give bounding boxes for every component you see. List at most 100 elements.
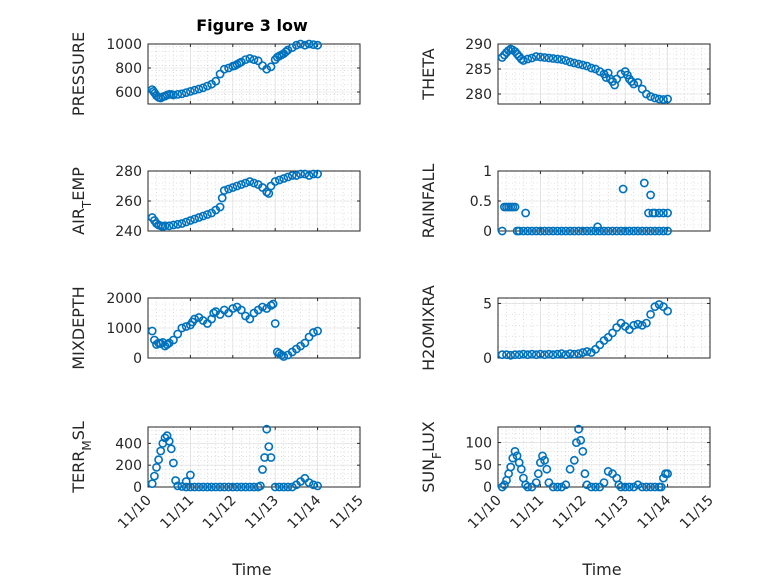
y-tick-label: 50: [474, 458, 492, 474]
data-point: [527, 53, 537, 63]
data-point: [516, 464, 526, 474]
y-axis-label: THETA: [419, 48, 438, 100]
data-point: [574, 349, 583, 358]
data-point: [663, 94, 672, 104]
data-point: [625, 226, 634, 236]
data-point: [514, 226, 524, 236]
data-point: [308, 169, 318, 179]
data-point: [249, 178, 259, 188]
data-point: [268, 299, 278, 309]
data-point: [177, 219, 187, 228]
x-tick-label: 11/10: [465, 493, 505, 533]
data-point: [166, 444, 176, 454]
data-point: [646, 92, 655, 101]
figure-title: Figure 3 low: [196, 16, 308, 35]
data-point: [633, 78, 643, 87]
data-point: [637, 320, 647, 330]
data-point: [245, 54, 255, 63]
y-tick-label: 260: [115, 194, 142, 210]
data-point: [637, 482, 647, 492]
y-tick-label: 290: [465, 37, 492, 53]
data-point: [304, 39, 314, 49]
data-point: [582, 226, 592, 236]
data-point: [168, 335, 178, 345]
data-point: [497, 350, 507, 360]
data-point: [512, 49, 522, 59]
data-point: [565, 464, 575, 474]
data-point: [625, 482, 634, 492]
data-point: [629, 320, 639, 330]
x-tick-label: 11/10: [115, 493, 155, 533]
data-point: [185, 87, 195, 96]
y-tick-label: 0: [483, 480, 492, 496]
data-point: [531, 52, 541, 61]
plot-terr_msl: 0 200 400 TERRMSL 11/10 11/11 11/12 11/13 11/14 1…: [69, 421, 367, 579]
data-point: [608, 226, 617, 236]
data-point: [274, 175, 284, 185]
data-point: [593, 222, 602, 232]
data-point: [601, 73, 611, 82]
data-point: [544, 349, 554, 359]
data-point: [523, 482, 533, 492]
data-point: [287, 171, 297, 180]
y-tick-label: 285: [465, 62, 492, 78]
data-point: [194, 213, 204, 222]
data-point: [219, 64, 229, 74]
data-point: [258, 302, 267, 312]
data-point: [283, 172, 293, 182]
data-point: [185, 216, 195, 225]
data-point: [578, 226, 588, 236]
data-point: [270, 177, 280, 186]
data-point: [510, 47, 520, 56]
data-point: [152, 462, 161, 472]
data-point: [279, 482, 289, 492]
data-point: [616, 482, 626, 492]
data-point: [181, 217, 191, 227]
data-point: [245, 177, 255, 186]
data-point: [506, 350, 516, 360]
axes-frame: [497, 297, 711, 359]
y-axis-label: H2OMIXRA: [419, 285, 438, 371]
data-point: [582, 347, 592, 356]
data-point: [296, 169, 305, 179]
series-terr_msl: [147, 424, 322, 492]
data-point: [553, 54, 562, 64]
data-point: [308, 40, 318, 49]
data-point: [618, 184, 628, 194]
data-point: [521, 208, 530, 218]
data-point: [211, 482, 221, 492]
data-point: [606, 74, 615, 84]
data-point: [510, 350, 520, 360]
data-point: [219, 186, 229, 195]
data-point: [185, 470, 195, 480]
data-point: [633, 319, 643, 329]
data-point: [650, 226, 660, 236]
data-point: [616, 226, 626, 236]
series-rainfall: [497, 178, 672, 236]
data-point: [198, 83, 208, 93]
data-point: [499, 480, 509, 490]
data-point: [198, 211, 208, 221]
data-point: [578, 348, 588, 357]
data-point: [207, 482, 216, 492]
data-point: [202, 81, 212, 91]
data-point: [258, 465, 267, 474]
data-point: [168, 90, 178, 100]
data-point: [274, 482, 284, 492]
data-point: [217, 193, 227, 203]
data-point: [308, 328, 318, 337]
data-point: [236, 305, 246, 315]
data-point: [574, 226, 583, 236]
y-tick-label: 0.5: [470, 194, 492, 210]
data-point: [536, 349, 545, 359]
data-point: [173, 219, 183, 229]
data-point: [519, 226, 528, 236]
data-point: [582, 61, 592, 71]
plot-air_temp: 240 260 280 AIRTEMP: [69, 164, 361, 240]
data-point: [620, 482, 630, 492]
data-point: [633, 226, 643, 236]
data-point: [177, 323, 187, 333]
x-tick-label: 11/11: [507, 493, 547, 533]
data-point: [228, 304, 238, 313]
data-point: [663, 226, 672, 236]
